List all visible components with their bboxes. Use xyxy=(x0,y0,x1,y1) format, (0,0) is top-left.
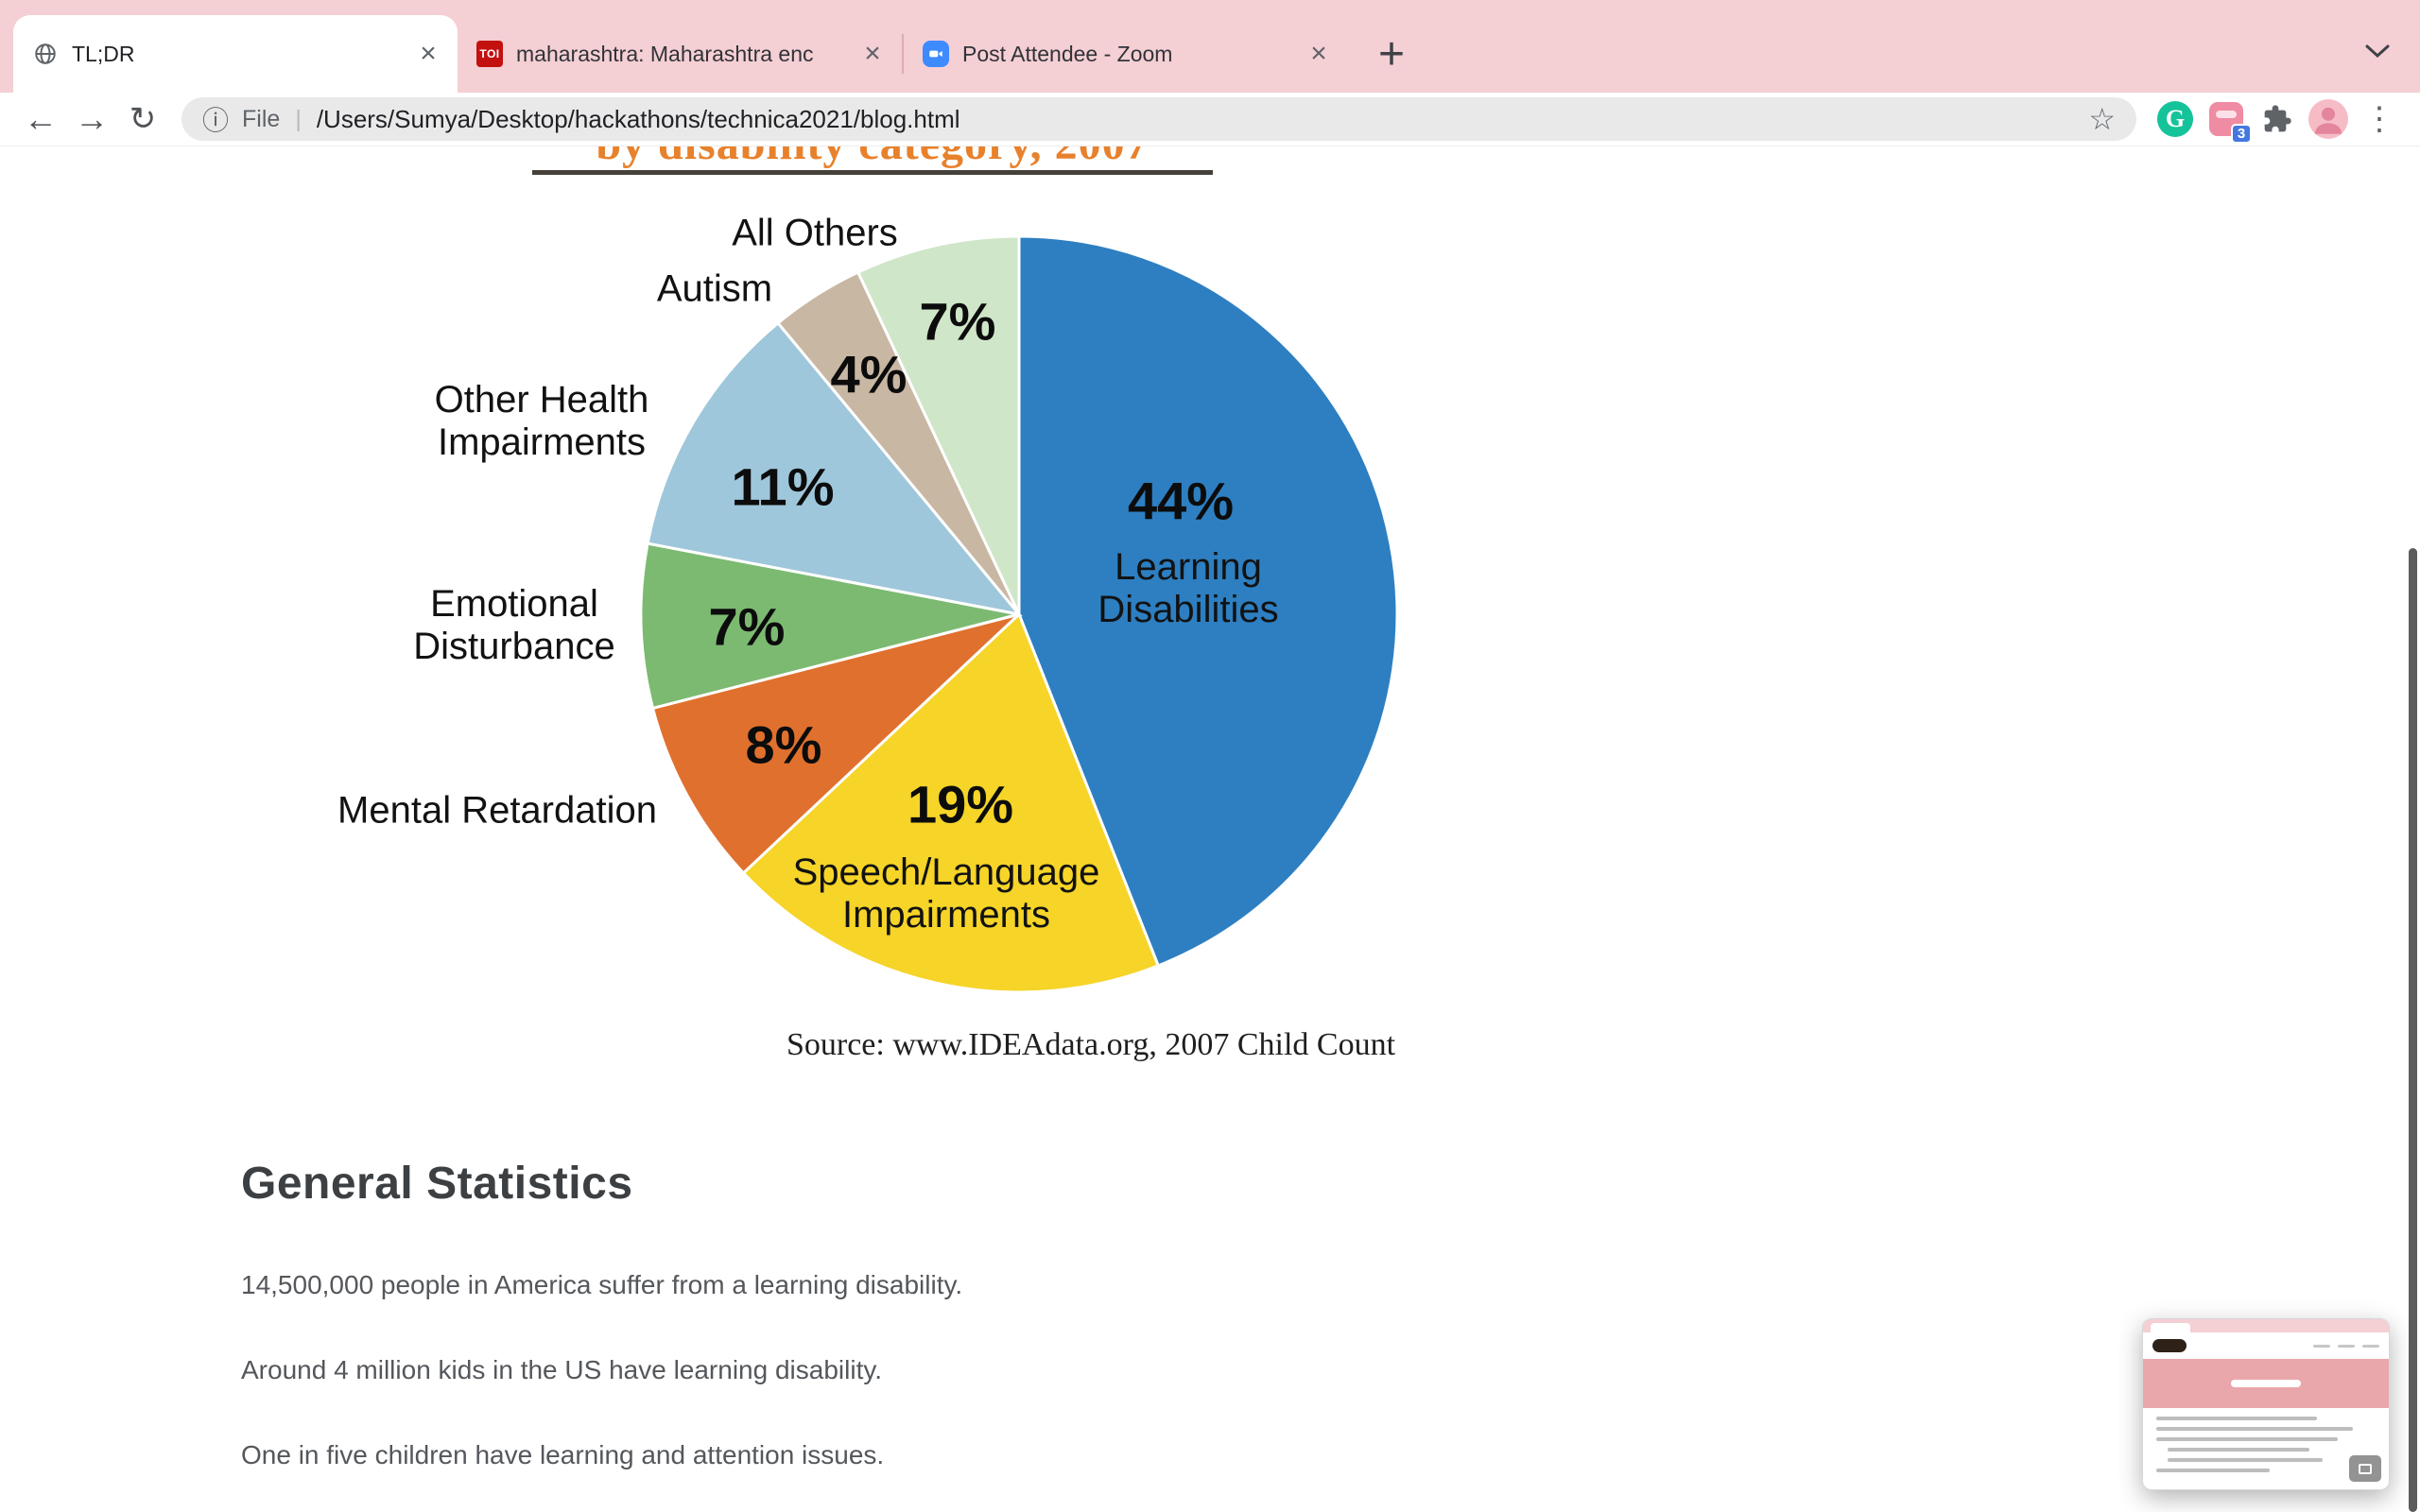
tab-separator xyxy=(902,34,904,74)
pie-chart: 44% Learning Disabilities 19% Speech/Langua… xyxy=(0,146,2420,1512)
stat-paragraph: One in five children have learning and a… xyxy=(241,1440,885,1469)
pie-percent-other-health-impairments: 11% xyxy=(731,456,835,517)
pink-extension-icon[interactable]: 3 xyxy=(2201,94,2252,145)
close-icon[interactable]: × xyxy=(1310,38,1327,69)
pie-percent-mental-retardation: 8% xyxy=(745,714,822,775)
pie-percent-speech-language-impairments: 19% xyxy=(907,774,1014,834)
pie-slice-emotional-disturbance xyxy=(639,541,1020,711)
pie-percent-autism: 4% xyxy=(830,344,908,404)
chevron-down-icon[interactable] xyxy=(2363,43,2392,64)
extension-badge: 3 xyxy=(2231,124,2252,144)
grammarly-extension-icon[interactable]: G xyxy=(2150,94,2201,145)
browser-toolbar: ← → ↻ ⓘ File | /Users/Sumya/Desktop/hack… xyxy=(0,93,2420,146)
scheme-label: File xyxy=(242,105,281,132)
stat-paragraph: Around 4 million kids in the US have lea… xyxy=(241,1355,883,1384)
pie-label-emotional-disturbance: Emotional Disturbance xyxy=(413,583,615,667)
pip-banner xyxy=(2143,1359,2389,1408)
pip-tab-strip xyxy=(2143,1319,2389,1332)
stat-paragraph: 14,500,000 people in America suffer from… xyxy=(241,1270,963,1299)
reload-button[interactable]: ↻ xyxy=(129,101,157,137)
pie-chart-svg xyxy=(639,234,1399,994)
pip-nav-links xyxy=(2313,1344,2379,1348)
toi-favicon-icon: TOI xyxy=(476,41,503,67)
pie-label-other-health-impairments: Other Health Impairments xyxy=(434,379,649,463)
globe-icon xyxy=(32,41,59,67)
clipped-chart-title: by disability category, 2007 xyxy=(532,146,1213,175)
browser-menu-icon[interactable]: ⋮ xyxy=(2363,101,2395,137)
pie-slice-speech-language-impairments xyxy=(741,611,1161,994)
url-text[interactable]: /Users/Sumya/Desktop/hackathons/technica… xyxy=(316,104,960,133)
close-icon[interactable]: × xyxy=(864,38,881,69)
tab-title: Post Attendee - Zoom xyxy=(962,41,1173,66)
pie-label-autism: Autism xyxy=(656,267,773,310)
info-icon[interactable]: ⓘ xyxy=(202,106,230,135)
new-tab-button[interactable]: + xyxy=(1377,28,1406,79)
pie-slice-mental-retardation xyxy=(650,612,1021,875)
pie-label-all-others: All Others xyxy=(732,212,898,254)
pip-preview-window[interactable] xyxy=(2142,1318,2390,1490)
section-heading: General Statistics xyxy=(241,1159,633,1209)
pie-slice-other-health-impairments xyxy=(646,320,1023,617)
pie-percent-emotional-disturbance: 7% xyxy=(708,596,786,657)
back-button[interactable]: ← xyxy=(24,99,58,138)
profile-avatar[interactable] xyxy=(2303,94,2354,145)
pip-text-lines xyxy=(2143,1408,2389,1487)
pie-percent-all-others: 7% xyxy=(919,291,996,352)
statistics-section: General Statistics 14,500,000 people in … xyxy=(241,1158,1905,1512)
tab-title: TL;DR xyxy=(72,41,135,66)
extensions-puzzle-icon[interactable] xyxy=(2252,94,2303,145)
chart-source-note: Source: www.IDEAdata.org, 2007 Child Cou… xyxy=(786,1027,1396,1062)
pie-label-mental-retardation: Mental Retardation xyxy=(337,789,657,832)
omnibox-divider: | xyxy=(295,105,302,132)
forward-button[interactable]: → xyxy=(75,99,109,138)
tab-tldr[interactable]: TL;DR × xyxy=(13,15,458,93)
bookmark-star-icon[interactable]: ☆ xyxy=(2088,102,2116,136)
scrollbar-thumb[interactable] xyxy=(2409,548,2417,1512)
pip-page-header xyxy=(2143,1332,2389,1359)
zoom-camera-icon xyxy=(923,41,949,67)
pip-expand-button[interactable] xyxy=(2349,1455,2381,1482)
page-content: by disability category, 2007 44% Learning… xyxy=(0,146,2420,1512)
tab-title: maharashtra: Maharashtra enc xyxy=(516,41,814,66)
address-bar[interactable]: ⓘ File | /Users/Sumya/Desktop/hackathons… xyxy=(182,97,2136,141)
tab-zoom[interactable]: Post Attendee - Zoom × xyxy=(904,15,1348,93)
pip-logo xyxy=(2152,1339,2187,1352)
tab-maharashtra[interactable]: TOI maharashtra: Maharashtra enc × xyxy=(458,15,902,93)
pie-slice-learning-disabilities xyxy=(1017,234,1399,968)
close-icon[interactable]: × xyxy=(420,38,437,69)
pie-percent-learning-disabilities: 44% xyxy=(1127,471,1235,531)
pie-label-learning-disabilities: Learning Disabilities xyxy=(1098,546,1279,630)
tab-strip: TL;DR × TOI maharashtra: Maharashtra enc… xyxy=(0,0,2420,93)
pie-label-speech-language-impairments: Speech/Language Impairments xyxy=(792,851,1100,936)
pie-slice-all-others xyxy=(856,234,1021,615)
